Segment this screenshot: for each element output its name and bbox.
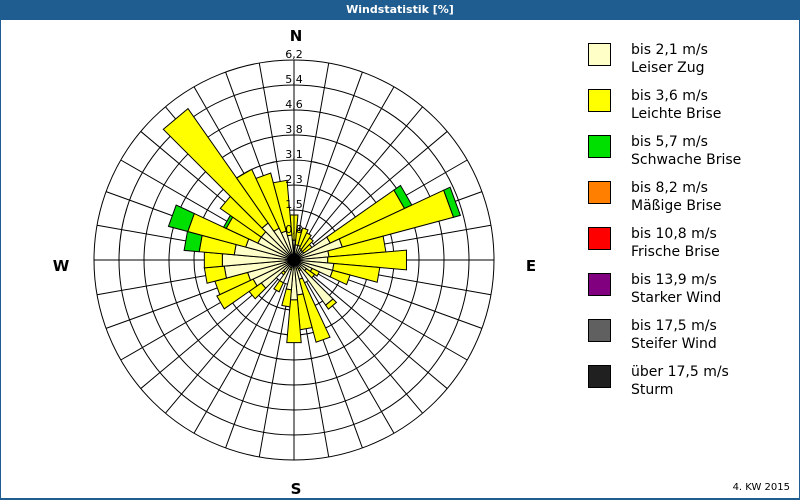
legend-name: Leichte Brise — [631, 106, 722, 122]
window-title: Windstatistik [%] — [0, 0, 800, 20]
legend-range: bis 3,6 m/s — [631, 88, 708, 104]
legend-swatch — [588, 43, 611, 66]
wind-sector-segment — [329, 269, 351, 286]
wind-sector-segment — [298, 232, 312, 251]
wind-sector-segment — [327, 249, 407, 271]
legend-swatch — [588, 319, 611, 342]
compass-east-label: E — [526, 257, 536, 275]
ring-label: 3,8 — [285, 123, 303, 136]
wind-sector-segment — [286, 299, 302, 344]
ring-label: 2,3 — [285, 173, 303, 186]
compass-south-label: S — [291, 480, 302, 498]
compass-west-label: W — [53, 257, 70, 275]
wind-sector-segment — [273, 279, 285, 293]
wind-sector-segment — [272, 179, 293, 237]
legend-range: bis 5,7 m/s — [631, 134, 708, 150]
wind-sector-segment — [162, 107, 269, 229]
legend-swatch — [588, 89, 611, 112]
legend-name: Sturm — [631, 382, 674, 398]
compass-north-label: N — [290, 27, 303, 45]
wind-sector-segment — [298, 277, 331, 343]
legend-swatch — [588, 135, 611, 158]
wind-rose-bars — [162, 107, 462, 344]
wind-sector-segment — [235, 168, 280, 232]
ring-label: 5,4 — [285, 73, 303, 86]
legend-range: bis 13,9 m/s — [631, 272, 717, 288]
axes-overlay — [288, 60, 300, 266]
wind-sector-segment — [297, 227, 309, 247]
legend-name: Mäßige Brise — [631, 198, 722, 214]
ring-label: 3,1 — [285, 148, 303, 161]
ring-label: 1,5 — [285, 198, 303, 211]
wind-sector-segment — [443, 186, 462, 218]
wind-sector-segment — [203, 251, 223, 269]
legend-name: Steifer Wind — [631, 336, 717, 352]
bottom-border — [0, 498, 800, 500]
wind-sector-segment — [309, 267, 321, 277]
period-label: 4. KW 2015 — [732, 482, 790, 493]
wind-sector-segment — [281, 288, 292, 308]
legend-swatch — [588, 365, 611, 388]
legend-name: Frische Brise — [631, 244, 720, 260]
legend-swatch — [588, 181, 611, 204]
wind-sector-segment — [324, 298, 338, 310]
ring-label: 6,2 — [285, 48, 303, 61]
legend-range: bis 8,2 m/s — [631, 180, 708, 196]
wind-sector-segment — [216, 278, 258, 310]
legend-swatch — [588, 273, 611, 296]
legend-name: Schwache Brise — [631, 152, 742, 168]
legend-range: bis 10,8 m/s — [631, 226, 717, 242]
legend-range: bis 2,1 m/s — [631, 42, 708, 58]
legend-name: Leiser Zug — [631, 60, 705, 76]
legend-range: über 17,5 m/s — [631, 364, 729, 380]
legend-range: bis 17,5 m/s — [631, 318, 717, 334]
legend-name: Starker Wind — [631, 290, 722, 306]
legend-swatch — [588, 227, 611, 250]
wind-sector-segment — [332, 262, 381, 283]
wind-sector-segment — [300, 237, 314, 253]
ring-label: 4,6 — [285, 98, 303, 111]
wind-sector-segment — [167, 204, 195, 233]
ring-label: 0,8 — [285, 223, 303, 236]
wind-sector-segment — [255, 172, 287, 234]
ring-labels: 0,8 1,5 2,3 3,1 3,8 4,6 5,4 6,2 — [285, 48, 303, 236]
